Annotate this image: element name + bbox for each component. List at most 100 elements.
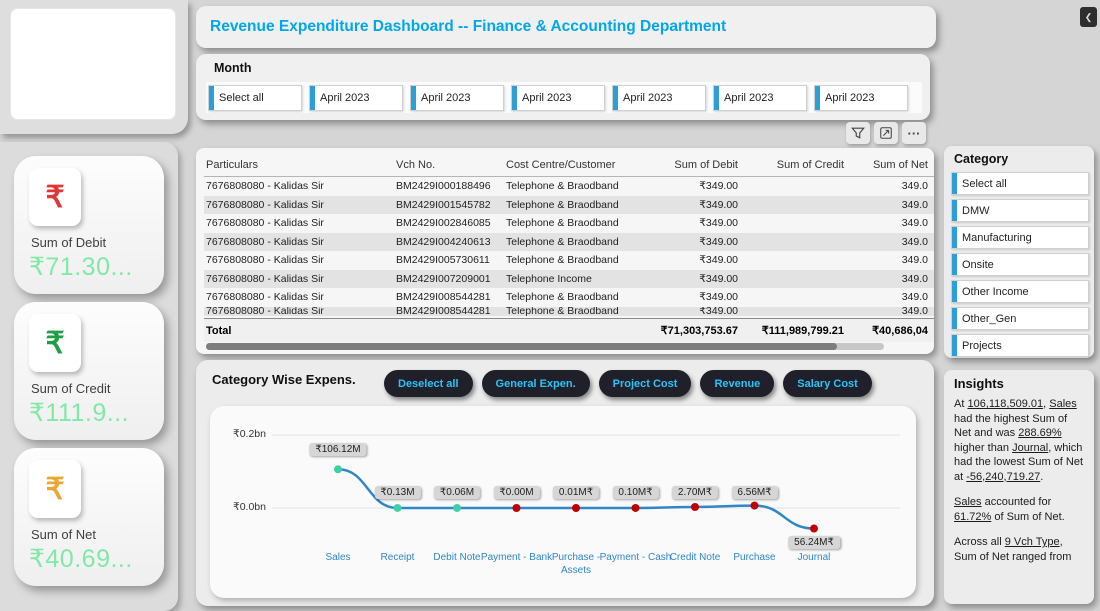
kpi-card-sum-of-debit: ₹ Sum of Debit ₹71.30... xyxy=(14,156,164,294)
category-option-label: Projects xyxy=(962,339,1002,352)
month-slicer-option-april-2023-5[interactable]: April 2023 xyxy=(713,84,807,111)
table-cell: BM2429I008544281 xyxy=(396,306,491,316)
table-row[interactable]: 7676808080 - Kalidas Sir BM2429I008544281… xyxy=(204,306,934,316)
insight-text: higher than xyxy=(954,441,1013,454)
filter-icon[interactable] xyxy=(846,122,870,144)
slicer-accent-bar xyxy=(952,281,957,302)
table-row[interactable]: 7676808080 - Kalidas Sir BM2429I004240613… xyxy=(204,232,934,251)
kpi-label: Sum of Credit xyxy=(31,381,111,396)
slicer-option-label: April 2023 xyxy=(623,91,673,104)
month-slicer-option-april-2023-3[interactable]: April 2023 xyxy=(511,84,605,111)
table-cell: 7676808080 - Kalidas Sir xyxy=(206,306,324,316)
month-slicer-option-select-all-0[interactable]: Select all xyxy=(208,84,302,111)
data-label-sales: ₹106.12M xyxy=(309,443,367,457)
slicer-option-label: April 2023 xyxy=(421,91,471,104)
logo-panel xyxy=(0,0,188,134)
category-option-list: Select all DMW Manufacturing Onsite Other In… xyxy=(951,172,1089,357)
column-header-sum-of-net[interactable]: Sum of Net xyxy=(872,159,928,171)
month-slicer-option-april-2023-4[interactable]: April 2023 xyxy=(612,84,706,111)
line-chart: ₹0.2bn ₹0.0bn ₹106.12M ₹0.13M ₹0.06M ₹0.00M 0.… xyxy=(210,406,916,598)
column-header-particulars[interactable]: Particulars xyxy=(206,159,258,171)
table-cell: 7676808080 - Kalidas Sir xyxy=(206,272,324,285)
table-row[interactable]: 7676808080 - Kalidas Sir BM2429I005730611… xyxy=(204,251,934,270)
kpi-card-sum-of-credit: ₹ Sum of Credit ₹111.9... xyxy=(14,302,164,440)
slicer-option-label: April 2023 xyxy=(320,91,370,104)
chart-point-purchase[interactable] xyxy=(750,501,759,510)
insight-text: , which had the lowest Sum of Net at xyxy=(954,441,1084,483)
category-option-manufacturing[interactable]: Manufacturing xyxy=(951,226,1089,249)
chart-point-purchase-assets[interactable] xyxy=(572,503,580,512)
more-options-icon[interactable]: ··· xyxy=(902,122,926,144)
category-option-dmw[interactable]: DMW xyxy=(951,199,1089,222)
kpi-label: Sum of Debit xyxy=(31,235,107,250)
table-row[interactable]: 7676808080 - Kalidas Sir BM2429I002846085… xyxy=(204,214,934,233)
focus-mode-icon[interactable] xyxy=(874,122,898,144)
chart-point-sales[interactable] xyxy=(334,465,342,474)
chart-point-journal[interactable] xyxy=(810,524,818,533)
category-option-label: Other_Gen xyxy=(962,312,1017,325)
month-slicer-option-april-2023-2[interactable]: April 2023 xyxy=(410,84,504,111)
kpi-card-sum-of-net: ₹ Sum of Net ₹40.69... xyxy=(14,448,164,586)
month-slicer-option-april-2023-1[interactable]: April 2023 xyxy=(309,84,403,111)
category-option-other-income[interactable]: Other Income xyxy=(951,280,1089,303)
insight-value: 9 Vch Type xyxy=(1004,536,1060,549)
table-row[interactable]: 7676808080 - Kalidas Sir BM2429I000188496… xyxy=(204,177,934,196)
table-cell: ₹349.00 xyxy=(699,272,738,285)
column-header-vch-no[interactable]: Vch No. xyxy=(396,159,436,171)
table-cell: 7676808080 - Kalidas Sir xyxy=(206,254,324,267)
rupee-icon: ₹ xyxy=(29,168,81,226)
filter-button-general-expen[interactable]: General Expen. xyxy=(481,370,590,397)
chart-point-receipt[interactable] xyxy=(393,503,402,512)
table-header-row: Particulars Vch No. Cost Centre/Customer Su… xyxy=(204,154,934,177)
table-cell: BM2429I001545782 xyxy=(396,198,491,211)
scrollbar-thumb[interactable] xyxy=(206,343,837,350)
table-cell: Telephone & Braodband xyxy=(506,306,619,316)
chart-point-payment-cash[interactable] xyxy=(631,503,640,512)
filter-button-revenue[interactable]: Revenue xyxy=(700,370,775,397)
table-row[interactable]: 7676808080 - Kalidas Sir BM2429I007209001… xyxy=(204,269,934,288)
insight-value: Sales xyxy=(1049,398,1077,410)
data-label-payment-bank: ₹0.00M xyxy=(493,486,540,499)
category-option-select-all[interactable]: Select all xyxy=(951,172,1089,195)
table-cell: BM2429I000188496 xyxy=(396,180,491,193)
chart-point-payment-bank[interactable] xyxy=(512,504,521,512)
table-cell: ₹349.00 xyxy=(699,291,738,304)
insight-paragraph: Across all 9 Vch Type, Sum of Net ranged… xyxy=(954,535,1085,564)
table-cell: BM2429I004240613 xyxy=(396,235,491,248)
slicer-accent-bar xyxy=(952,308,957,329)
slicer-accent-bar xyxy=(714,85,719,110)
filter-button-deselect-all[interactable]: Deselect all xyxy=(384,370,473,397)
total-net: ₹40,686,04 xyxy=(872,325,928,337)
total-credit: ₹111,989,799.21 xyxy=(761,325,844,337)
slicer-accent-bar xyxy=(411,85,416,110)
table-cell: Telephone & Braodband xyxy=(506,235,619,248)
filter-button-project-cost[interactable]: Project Cost xyxy=(598,370,692,397)
collapse-panel-icon[interactable]: ❮ xyxy=(1080,7,1097,27)
insights-narrative: At 106,118,509.01, Sales had the highest… xyxy=(954,397,1085,575)
chart-point-credit-note[interactable] xyxy=(691,503,699,512)
column-header-sum-of-debit[interactable]: Sum of Debit xyxy=(674,159,738,171)
x-axis-label-debit-note: Debit Note xyxy=(433,552,481,563)
column-header-sum-of-credit[interactable]: Sum of Credit xyxy=(776,159,844,171)
insight-value: Journal xyxy=(1012,441,1049,454)
chart-point-debit-note[interactable] xyxy=(453,503,461,512)
category-option-onsite[interactable]: Onsite xyxy=(951,253,1089,276)
column-header-cost-centre-customer[interactable]: Cost Centre/Customer xyxy=(506,159,616,171)
table-cell: ₹349.00 xyxy=(699,180,738,193)
filter-button-salary-cost[interactable]: Salary Cost xyxy=(783,370,872,397)
data-label-debit-note: ₹0.06M xyxy=(433,486,481,499)
table-cell: 349.0 xyxy=(901,272,928,285)
category-option-projects[interactable]: Projects xyxy=(951,334,1089,357)
transactions-table: Particulars Vch No. Cost Centre/Customer Su… xyxy=(196,148,934,354)
month-slicer-option-april-2023-6[interactable]: April 2023 xyxy=(814,84,908,111)
category-option-other-gen[interactable]: Other_Gen xyxy=(951,307,1089,330)
insight-value: 106,118,509.01 xyxy=(967,398,1044,410)
table-row[interactable]: 7676808080 - Kalidas Sir BM2429I008544281… xyxy=(204,288,934,307)
horizontal-scrollbar[interactable] xyxy=(206,343,884,350)
table-row[interactable]: 7676808080 - Kalidas Sir BM2429I001545782… xyxy=(204,195,934,214)
insights-panel: Insights At 106,118,509.01, Sales had th… xyxy=(944,370,1094,604)
total-debit: ₹71,303,753.67 xyxy=(660,325,738,337)
table-body[interactable]: 7676808080 - Kalidas Sir BM2429I000188496… xyxy=(204,177,934,317)
slicer-option-label: Select all xyxy=(219,91,264,104)
slicer-accent-bar xyxy=(613,85,618,110)
